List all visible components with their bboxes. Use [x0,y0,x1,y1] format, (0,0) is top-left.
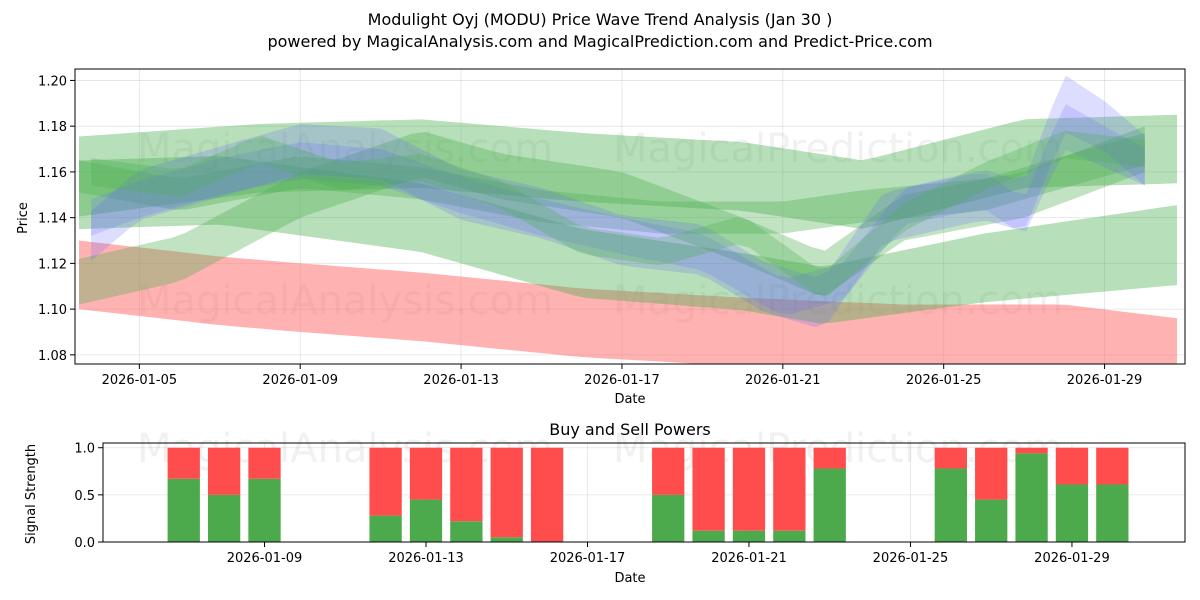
price-wave-band [79,156,1177,324]
sell-bar [248,447,281,479]
signal-y-tick-label: 0.5 [74,489,95,504]
signal-x-tick-label: 2026-01-17 [550,551,626,566]
price-wave-band [79,126,1145,305]
signal-y-tick-label: 0.0 [74,536,95,551]
signal-x-axis-label: Date [614,571,645,586]
sell-bar [1055,447,1089,485]
price-x-tick-label: 2026-01-13 [423,373,499,388]
price-wave-band [79,114,1177,229]
price-wave-band [91,75,1145,328]
sell-bar [530,447,564,542]
price-x-tick-label: 2026-01-21 [745,373,821,388]
price-y-tick-label: 1.20 [38,74,67,89]
signal-plot-frame [102,442,1186,543]
price-x-tick-label: 2026-01-05 [102,373,178,388]
price-y-tick-label: 1.14 [38,212,67,227]
price-x-tick-label: 2026-01-09 [262,373,338,388]
price-y-tick-label: 1.16 [38,166,67,181]
sell-bar [369,447,402,516]
buy-bar [1096,484,1129,542]
buy-bar [934,468,967,542]
buy-bar [207,494,241,542]
sell-bar [773,447,806,531]
watermark-text: MagicalAnalysis.com [137,126,553,172]
signal-plot: MagicalAnalysis.comMagicalPrediction.com… [74,426,1186,566]
buy-sell-title: Buy and Sell Powers [549,420,711,439]
price-x-tick-label: 2026-01-29 [1067,373,1143,388]
buy-bar [1015,453,1048,542]
buy-bar [975,499,1008,542]
watermark-text: MagicalPrediction.com [613,126,1063,172]
buy-bar [813,468,846,542]
sell-bar [732,447,766,531]
sell-bar [813,447,846,469]
sell-bar [1096,447,1129,485]
buy-bar [490,537,523,542]
signal-x-tick-label: 2026-01-13 [388,551,464,566]
price-x-tick-label: 2026-01-25 [906,373,982,388]
buy-bar [450,521,483,542]
signal-x-tick-label: 2026-01-25 [873,551,949,566]
sell-bar [652,447,685,495]
price-plot-frame [74,68,1186,365]
buy-bar [409,499,443,542]
price-y-tick-label: 1.18 [38,120,67,135]
price-x-axis-label: Date [614,392,645,407]
buy-bar [369,515,402,542]
price-y-tick-label: 1.08 [38,349,67,364]
price-wave-band [79,133,1145,234]
sell-bar [450,447,483,522]
sell-bar [1015,447,1048,454]
price-y-axis-label: Price [16,202,31,234]
price-wave-band [91,130,1145,296]
sell-bar [167,447,200,479]
watermark-text: MagicalAnalysis.com [137,426,553,472]
buy-bar [773,530,806,542]
signal-x-tick-label: 2026-01-09 [227,551,303,566]
buy-bar [1055,484,1089,542]
buy-bar [248,478,281,542]
sell-bar [490,447,523,538]
chart-title: Modulight Oyj (MODU) Price Wave Trend An… [368,10,833,29]
price-wave-band [91,104,1145,315]
price-wave-band [79,240,1177,364]
price-y-tick-label: 1.10 [38,303,67,318]
signal-x-tick-label: 2026-01-21 [711,551,787,566]
buy-bar [732,530,766,542]
signal-x-tick-label: 2026-01-29 [1034,551,1110,566]
buy-bar [692,530,725,542]
buy-bar [167,478,200,542]
sell-bar [692,447,725,531]
sell-bar [409,447,443,500]
chart-subtitle: powered by MagicalAnalysis.com and Magic… [267,32,932,51]
signal-y-tick-label: 1.0 [74,442,95,457]
price-y-tick-label: 1.12 [38,257,67,272]
buy-bar [652,494,685,542]
signal-y-axis-label: Signal Strength [24,444,39,544]
price-plot: MagicalAnalysis.com MagicalPrediction.com… [38,68,1186,388]
sell-bar [975,447,1008,500]
sell-bar [934,447,967,469]
price-x-tick-label: 2026-01-17 [584,373,660,388]
price-bands [79,75,1177,364]
sell-bar [207,447,241,495]
